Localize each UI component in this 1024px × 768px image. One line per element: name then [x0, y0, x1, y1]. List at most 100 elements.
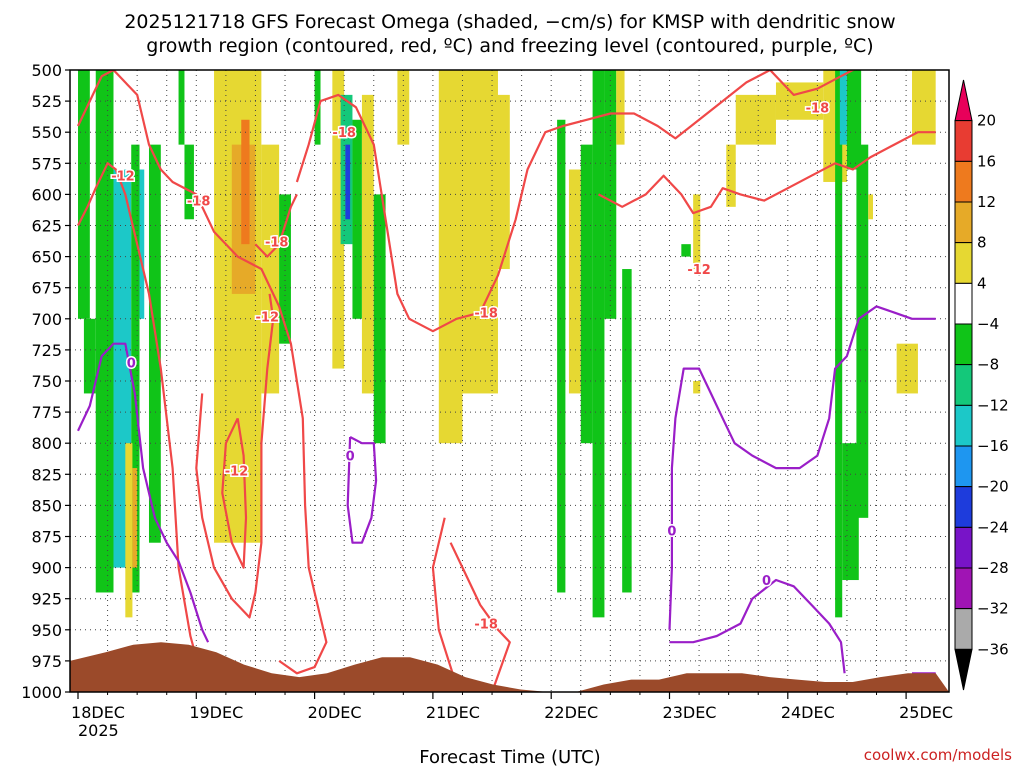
freezing-label-2: 0: [667, 524, 676, 539]
dgz-line-0: [77, 162, 204, 680]
dgz-line-8: [597, 131, 936, 215]
colorbar-label-13: −36: [977, 640, 1009, 658]
y-tick-label-925: 925: [31, 590, 62, 609]
dgz-label-0: -12: [111, 170, 135, 185]
colorbar: 20 16 12 8 4 −4 −8 −12 −16 −20 −24 −28 −32 −36: [954, 79, 1009, 691]
omega-cell-6: [148, 144, 161, 543]
dgz-label-5: -18: [332, 126, 356, 141]
omega-cell-5: [139, 169, 145, 319]
omega-cell-42: [839, 70, 847, 145]
freezing-line-2: [668, 305, 936, 630]
dgz-label-4: -12: [225, 465, 249, 480]
omega-cell-30: [592, 70, 605, 618]
omega-cell-7: [178, 70, 185, 145]
dgz-line-4: [221, 417, 248, 569]
colorbar-swatch-6: [954, 323, 973, 366]
y-tick-label-725: 725: [31, 341, 62, 360]
omega-cell-20: [352, 119, 362, 319]
colorbar-swatch-3: [954, 201, 973, 244]
colorbar-swatch-2: [954, 160, 973, 203]
x-tick-label-1: 19DEC: [189, 703, 243, 722]
omega-cell-16: [314, 70, 321, 145]
omega-cell-13: [241, 119, 250, 245]
dgz-label-1: -18: [187, 195, 211, 210]
terrain: [70, 642, 949, 692]
x-axis-title: Forecast Time (UTC): [419, 747, 600, 768]
y-tick-label-550: 550: [31, 123, 62, 142]
colorbar-swatch-14: [954, 648, 973, 691]
dgz-line-6: [431, 517, 458, 687]
omega-cell-37: [726, 144, 736, 207]
y-tick-label-850: 850: [31, 496, 62, 515]
x-tick-label-3: 21DEC: [426, 703, 480, 722]
colorbar-label-3: 8: [977, 234, 987, 252]
omega-cell-43: [842, 443, 859, 581]
omega-cell-34: [681, 244, 691, 257]
colorbar-label-1: 16: [977, 152, 996, 170]
colorbar-label-2: 12: [977, 193, 996, 211]
y-tick-label-750: 750: [31, 372, 62, 391]
y-tick-label-775: 775: [31, 403, 62, 422]
dgz-label-7: -18: [474, 618, 498, 633]
omega-cell-32: [616, 70, 625, 145]
omega-cell-45: [856, 144, 869, 518]
colorbar-swatch-13: [954, 608, 973, 650]
omega-cell-2: [95, 70, 114, 593]
dgz-line-9: [769, 70, 856, 96]
colorbar-swatch-11: [954, 526, 973, 569]
omega-cell-8: [184, 144, 194, 220]
omega-cell-1: [83, 318, 96, 394]
freezing-line-0: [77, 342, 210, 643]
colorbar-swatch-10: [954, 486, 973, 528]
x-tick-label-5: 23DEC: [663, 703, 717, 722]
chart-title-line-1: 2025121718 GFS Forecast Omega (shaded, −…: [124, 11, 895, 33]
omega-cell-41: [835, 70, 843, 618]
dgz-line-1: [77, 70, 328, 675]
y-tick-label-950: 950: [31, 621, 62, 640]
colorbar-swatch-7: [954, 364, 973, 406]
freezing-line-1: [346, 436, 378, 544]
colorbar-swatch-1: [954, 120, 973, 162]
omega-cell-10: [132, 468, 138, 568]
omega-cell-44: [846, 70, 862, 170]
x-tick-label-7: 25DEC: [899, 703, 953, 722]
grid-lines: [70, 69, 949, 693]
y-tick-label-575: 575: [31, 154, 62, 173]
omega-cell-0: [78, 70, 90, 319]
y-tick-label-650: 650: [31, 248, 62, 267]
y-axis-ticks: 500 525 550 575 600 625 650 675 700 725 750 775 800 8…: [21, 61, 70, 702]
dgz-line-5: [295, 70, 771, 333]
y-tick-label-975: 975: [31, 652, 62, 671]
chart-title-line-2: growth region (contoured, red, ºC) and f…: [146, 35, 873, 57]
freezing-line-3: [669, 578, 846, 674]
colorbar-label-9: −20: [977, 478, 1009, 496]
y-tick-label-875: 875: [31, 528, 62, 547]
x-tick-label-6: 24DEC: [781, 703, 835, 722]
omega-cell-14: [261, 144, 280, 394]
dgz-contours: [77, 70, 936, 692]
y-tick-label-525: 525: [31, 92, 62, 111]
omega-cell-15: [279, 194, 291, 344]
y-tick-label-825: 825: [31, 465, 62, 484]
x-axis-ticks: 18DEC 19DEC 20DEC 21DEC 22DEC 23DEC 24DEC 25DEC: [71, 692, 953, 722]
x-year-label: 2025: [78, 721, 119, 740]
omega-cell-19: [345, 144, 351, 220]
x-tick-label-0: 18DEC: [71, 703, 125, 722]
y-tick-label-800: 800: [31, 434, 62, 453]
omega-cell-33: [622, 269, 632, 593]
colorbar-label-12: −32: [977, 600, 1009, 618]
omega-cell-36: [693, 381, 701, 394]
contour-labels: -12 -18 -12 -18 -12 -18 -18 -18 -12 -18 0 0 0 0: [110, 100, 831, 634]
y-tick-label-625: 625: [31, 217, 62, 236]
colorbar-label-5: −4: [977, 315, 999, 333]
omega-cell-4: [131, 144, 140, 593]
colorbar-label-11: −28: [977, 559, 1009, 577]
freezing-label-0: 0: [127, 356, 136, 371]
y-tick-label-700: 700: [31, 310, 62, 329]
dgz-label-8: -12: [687, 263, 711, 278]
x-tick-label-4: 22DEC: [544, 703, 598, 722]
dgz-label-3: -18: [265, 236, 289, 251]
colorbar-label-4: 4: [977, 274, 987, 292]
credit-link[interactable]: coolwx.com/models: [864, 746, 1012, 764]
